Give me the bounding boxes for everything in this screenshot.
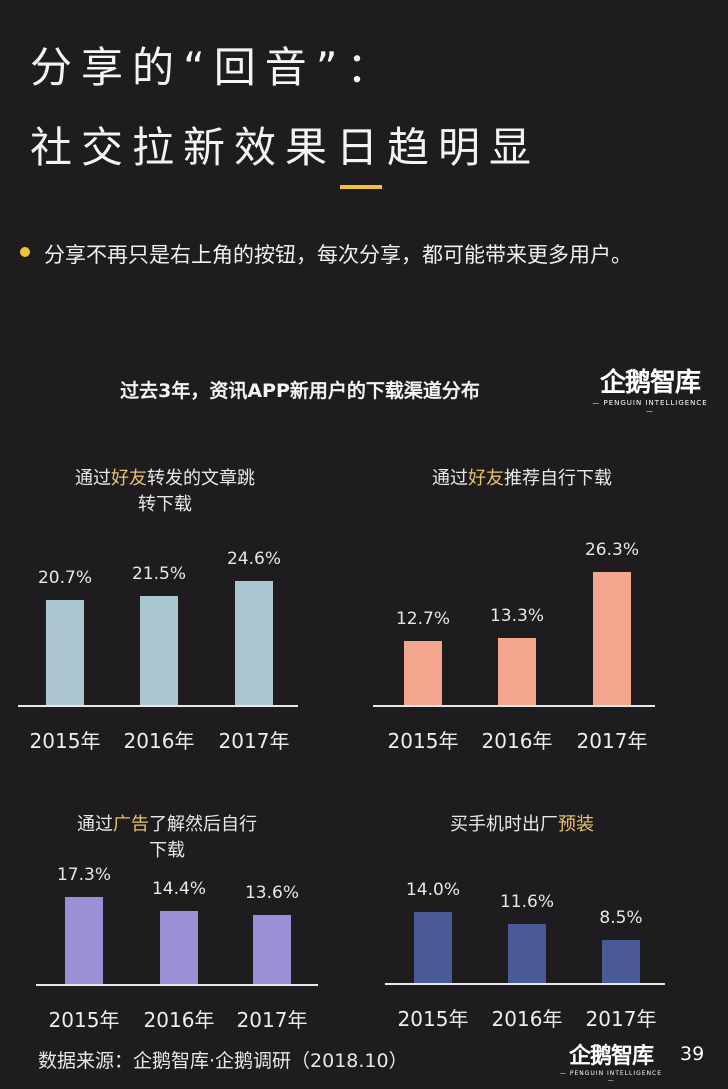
title-line-2: 社交拉新效果日趋明显: [30, 123, 541, 172]
bullet-icon: [20, 247, 30, 257]
x-tick-label: 2017年: [218, 729, 290, 753]
bar-2017年: [602, 940, 640, 983]
logo-name: 企鹅智库: [599, 368, 701, 398]
bar-2016年: [160, 911, 198, 984]
penguin-logo-footer: 企鹅智库 — PENGUIN INTELLIGENCE —: [556, 1038, 666, 1084]
bar-2016年: [508, 924, 546, 983]
x-tick-label: 2015年: [397, 1007, 469, 1031]
title-part-pre: 通过: [432, 468, 468, 489]
title-part-pre: 买手机时出厂: [450, 814, 558, 835]
title-part-post: 了解然后自行下载: [149, 814, 257, 861]
x-tick-label: 2015年: [387, 729, 459, 753]
bar-2015年: [46, 600, 84, 705]
value-label: 26.3%: [584, 540, 639, 561]
title-part-hl: 好友: [468, 468, 504, 489]
page-number: 39: [680, 1043, 705, 1065]
value-label: 20.7%: [37, 568, 92, 589]
bar-2015年: [65, 896, 103, 984]
title-part-post: 转发的文章跳转下载: [138, 468, 255, 515]
data-source: 数据来源：企鹅智库·企鹅调研（2018.10）: [38, 1050, 408, 1072]
title-part-hl: 广告: [113, 814, 149, 835]
bar-2017年: [235, 580, 273, 705]
title-part-post: 推荐自行下载: [504, 468, 612, 489]
value-label: 13.3%: [489, 605, 544, 626]
bar-2017年: [253, 915, 291, 984]
chart-1-axis: [18, 705, 298, 707]
bar-2016年: [140, 596, 178, 705]
chart-3-axis: [36, 984, 318, 986]
value-label: 8.5%: [599, 908, 643, 929]
chart-4-title: 买手机时出厂预装: [392, 812, 652, 838]
value-label: 21.5%: [131, 564, 186, 585]
chart-2-title: 通过好友推荐自行下载: [392, 466, 652, 492]
penguin-logo: 企鹅智库 — PENGUIN INTELLIGENCE —: [590, 362, 710, 415]
logo-name: 企鹅智库: [568, 1044, 654, 1069]
title-line-1: 分享的“回音”：: [30, 43, 398, 92]
chart-1-title: 通过好友转发的文章跳转下载: [35, 466, 295, 518]
x-tick-label: 2016年: [143, 1008, 215, 1032]
logo-tagline: — PENGUIN INTELLIGENCE —: [559, 1070, 663, 1084]
title-part-pre: 通过: [75, 468, 111, 489]
chart-4-axis: [385, 983, 665, 985]
value-label: 14.0%: [405, 880, 460, 901]
value-label: 14.4%: [151, 879, 206, 900]
bar-2015年: [414, 912, 452, 983]
value-label: 24.6%: [226, 548, 281, 569]
x-tick-label: 2016年: [481, 729, 553, 753]
title-part-hl: 预装: [558, 814, 594, 835]
x-tick-label: 2017年: [236, 1008, 308, 1032]
chart-2-axis: [373, 705, 655, 707]
bar-2015年: [404, 640, 442, 705]
title-part-hl: 好友: [111, 468, 147, 489]
x-tick-label: 2017年: [585, 1007, 657, 1031]
x-tick-label: 2017年: [576, 729, 648, 753]
bullet-text: 分享不再只是右上角的按钮，每次分享，都可能带来更多用户。: [44, 243, 632, 267]
value-label: 13.6%: [244, 883, 299, 904]
value-label: 11.6%: [499, 892, 554, 913]
bar-2017年: [593, 572, 631, 705]
x-tick-label: 2015年: [48, 1008, 120, 1032]
x-tick-label: 2016年: [123, 729, 195, 753]
x-tick-label: 2016年: [491, 1007, 563, 1031]
x-tick-label: 2015年: [29, 729, 101, 753]
value-label: 17.3%: [56, 864, 111, 885]
chart-3-title: 通过广告了解然后自行下载: [37, 812, 297, 864]
value-label: 12.7%: [395, 608, 450, 629]
title-part-pre: 通过: [77, 814, 113, 835]
logo-tagline: — PENGUIN INTELLIGENCE —: [592, 399, 708, 415]
chart-main-title: 过去3年，资讯APP新用户的下载渠道分布: [120, 380, 480, 402]
accent-divider: [340, 185, 382, 189]
bar-2016年: [498, 637, 536, 705]
